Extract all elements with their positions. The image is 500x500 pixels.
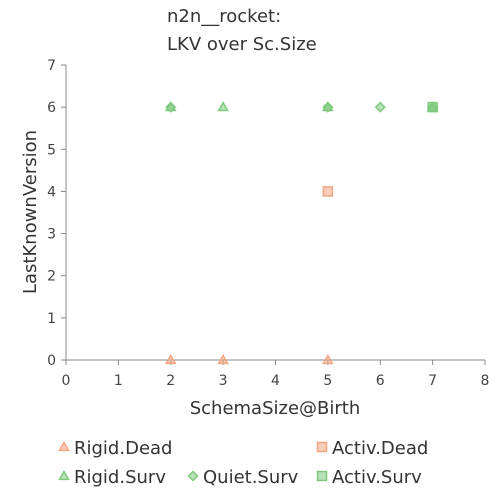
x-tick-label: 5: [323, 373, 332, 389]
legend-item: Quiet.Surv: [187, 467, 299, 488]
x-tick-label: 0: [62, 373, 71, 389]
series-quiet-surv: [165, 101, 439, 113]
series-activ-surv: [427, 101, 438, 113]
data-point: [217, 101, 229, 112]
x-axis-ticks: 0 1 2 3 4 5 6 7 8: [62, 360, 490, 389]
legend-item: Activ.Surv: [316, 467, 422, 488]
legend-item: Rigid.Surv: [58, 467, 166, 488]
legend-item: Rigid.Dead: [58, 438, 172, 459]
x-tick-label: 4: [271, 373, 280, 389]
series-rigid-surv: [164, 101, 439, 112]
x-tick-label: 1: [114, 373, 123, 389]
x-tick-label: 6: [376, 373, 385, 389]
legend-marker: [316, 470, 328, 482]
data-point: [322, 101, 334, 113]
series-rigid-dead: [164, 353, 334, 365]
axes: [65, 65, 485, 361]
x-tick-label: 3: [219, 373, 228, 389]
legend-marker: [58, 469, 70, 481]
legend-label: Rigid.Surv: [74, 467, 166, 488]
legend-marker: [58, 440, 70, 452]
legend-item: Activ.Dead: [316, 438, 428, 459]
y-tick-label: 5: [47, 142, 56, 158]
data-point: [374, 101, 386, 113]
data-point: [164, 353, 177, 365]
chart-title: n2n__rocket: LKV over Sc.Size: [167, 6, 317, 55]
legend-label: Rigid.Dead: [74, 438, 172, 459]
legend: Rigid.Dead Activ.Dead Rigid.Surv Quiet.Surv…: [58, 438, 428, 488]
x-tick-label: 7: [428, 373, 437, 389]
x-axis-label: SchemaSize@Birth: [190, 398, 361, 419]
y-tick-label: 1: [47, 311, 56, 327]
data-point: [322, 353, 334, 365]
chart-title-line-2: LKV over Sc.Size: [167, 34, 317, 55]
data-point: [165, 101, 177, 113]
x-tick-label: 8: [481, 373, 490, 389]
y-tick-label: 2: [47, 269, 56, 285]
legend-marker: [316, 441, 328, 453]
y-tick-label: 4: [47, 184, 56, 200]
y-tick-label: 0: [47, 353, 56, 369]
legend-label: Activ.Dead: [332, 438, 428, 459]
legend-marker: [187, 470, 199, 482]
x-tick-label: 2: [166, 373, 175, 389]
data-point: [217, 353, 229, 365]
y-tick-label: 3: [47, 227, 56, 243]
series-activ-dead: [322, 186, 334, 197]
data-points: [164, 101, 439, 365]
chart-title-line-1: n2n__rocket:: [167, 6, 281, 27]
legend-label: Quiet.Surv: [203, 467, 299, 488]
data-point: [322, 186, 334, 197]
y-tick-label: 6: [47, 100, 56, 116]
data-point: [427, 101, 438, 113]
y-axis-ticks: 0 1 2 3 4 5 6 7: [47, 58, 66, 369]
y-axis-label: LastKnownVersion: [20, 130, 41, 294]
legend-label: Activ.Surv: [332, 467, 422, 488]
y-tick-label: 7: [47, 58, 56, 74]
